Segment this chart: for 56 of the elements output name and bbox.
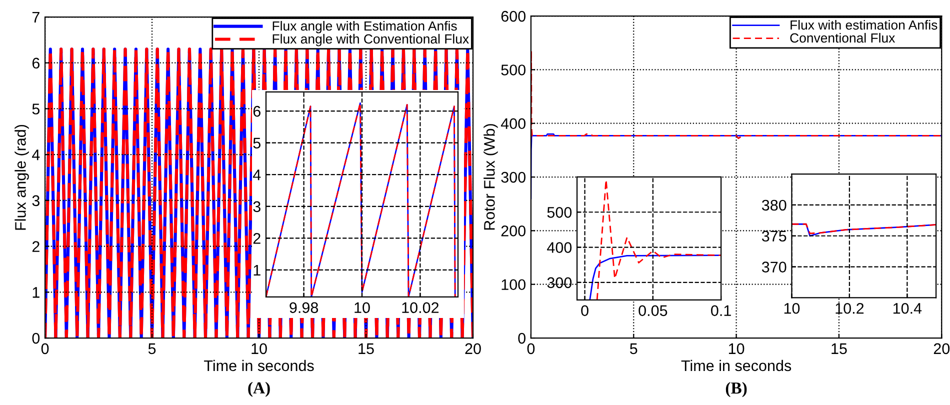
x-tick-label: 20 (934, 343, 950, 354)
y-tick-label: 4 (252, 170, 261, 180)
y-tick-label: 370 (762, 262, 786, 272)
x-tick-label: 0.05 (638, 305, 668, 316)
y-tick-label: 1 (32, 287, 40, 298)
y-tick-label: 2 (32, 241, 40, 252)
x-tick-label: 10.4 (893, 302, 922, 314)
x-tick-label: 0 (527, 343, 535, 354)
y-tick-label: 3 (32, 195, 40, 206)
x-tick-label: 0.1 (711, 305, 731, 316)
y-tick-label: 0 (518, 332, 526, 344)
x-tick-label: 10.02 (402, 302, 439, 314)
y-tick-label: 100 (502, 279, 526, 290)
y-tick-label: 600 (501, 10, 526, 22)
y-tick-label: 300 (501, 172, 526, 183)
x-tick-label: 10 (728, 343, 744, 354)
x-tick-label: 15 (358, 343, 374, 354)
legend-label: Flux angle with Estimation Anfis (272, 20, 457, 34)
y-tick-label: 500 (547, 206, 572, 218)
y-tick-label: 6 (32, 58, 40, 69)
y-axis-title: Flux angle (rad) (14, 124, 29, 230)
y-tick-label: 0 (32, 332, 40, 344)
x-axis-title: Time in seconds (204, 360, 314, 372)
x-tick-label: 10 (252, 343, 267, 354)
y-tick-label: 375 (762, 230, 786, 242)
y-tick-label: 1 (254, 264, 260, 276)
x-tick-label: 0 (581, 305, 588, 316)
y-tick-label: 380 (762, 200, 786, 211)
y-tick-label: 400 (547, 242, 572, 253)
x-tick-label: 15 (832, 343, 847, 354)
x-tick-label: 5 (630, 343, 638, 354)
y-tick-label: 300 (547, 277, 572, 288)
y-tick-label: 6 (253, 106, 260, 117)
legend-label: Flux angle with Conventional Flux (272, 34, 469, 46)
x-tick-label: 10 (784, 302, 800, 314)
x-tick-label: 20 (465, 343, 481, 354)
y-tick-label: 500 (501, 64, 526, 76)
y-tick-label: 2 (253, 233, 260, 244)
y-tick-label: 3 (253, 201, 260, 212)
x-tick-label: 10.2 (836, 302, 864, 314)
legend-label: Flux with estimation Anfis (790, 20, 938, 30)
text: (B) (726, 382, 747, 398)
y-tick-label: 400 (500, 118, 526, 130)
y-axis-title: Rotor Flux (Wb) (484, 124, 498, 230)
y-tick-label: 4 (32, 150, 40, 160)
x-tick-label: 9.98 (290, 302, 318, 314)
y-tick-label: 5 (32, 104, 40, 114)
legend-label: Conventional Flux (790, 32, 896, 43)
y-tick-label: 200 (501, 226, 526, 236)
text: (A) (248, 382, 270, 397)
y-tick-label: 7 (32, 12, 40, 23)
x-tick-label: 10 (354, 302, 370, 314)
y-tick-label: 5 (253, 138, 260, 149)
x-tick-label: 0 (41, 343, 49, 354)
x-axis-title: Time in seconds (681, 360, 792, 372)
x-tick-label: 5 (148, 343, 156, 354)
